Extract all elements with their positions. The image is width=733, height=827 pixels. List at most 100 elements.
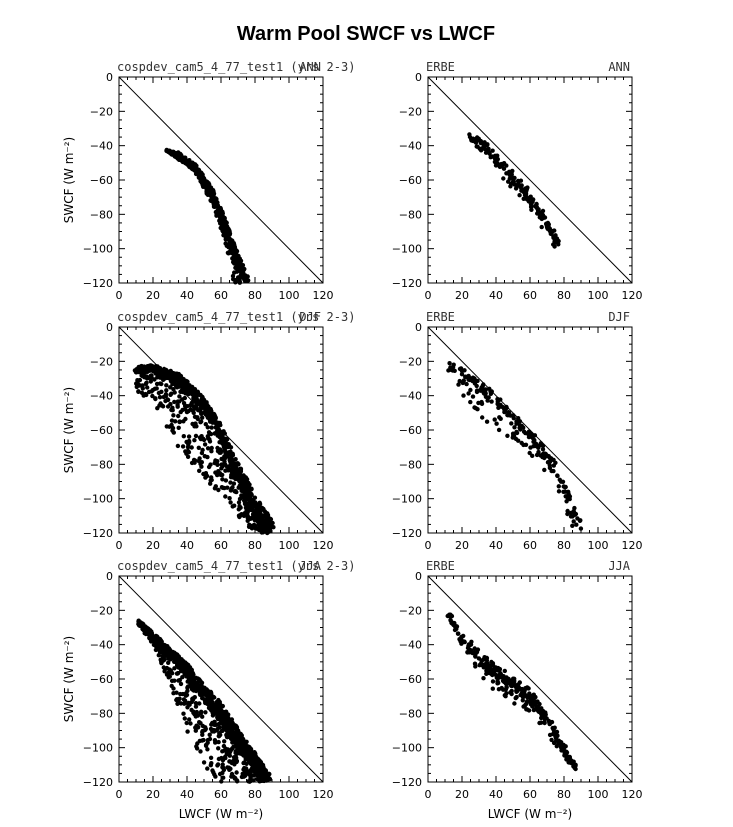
scatter-point	[535, 443, 540, 449]
scatter-points	[136, 618, 273, 784]
scatter-point	[516, 182, 521, 187]
y-tick-label: −80	[90, 707, 113, 720]
scatter-point	[161, 394, 166, 400]
scatter-point	[458, 639, 463, 644]
scatter-point	[222, 485, 227, 491]
scatter-point	[197, 738, 202, 744]
x-tick-label: 20	[146, 788, 160, 801]
scatter-point	[209, 475, 214, 480]
scatter-point	[172, 399, 177, 405]
scatter-point	[525, 185, 530, 190]
x-tick-label: 120	[313, 539, 334, 552]
y-tick-label: 0	[415, 71, 422, 84]
scatter-point	[478, 148, 484, 153]
scatter-point	[217, 731, 222, 736]
scatter-point	[235, 461, 240, 466]
scatter-point	[265, 512, 271, 518]
scatter-point	[467, 377, 473, 383]
scatter-point	[174, 671, 180, 676]
scatter-point	[143, 391, 148, 397]
y-tick-label: 0	[415, 321, 422, 334]
scatter-point	[145, 385, 150, 390]
panel-left-label: ERBE	[426, 559, 455, 573]
scatter-point	[568, 514, 574, 519]
x-tick-label: 120	[313, 289, 334, 302]
figure-title: Warm Pool SWCF vs LWCF	[237, 23, 495, 45]
scatter-point	[217, 206, 222, 211]
x-tick-label: 0	[425, 539, 432, 552]
scatter-point	[464, 381, 469, 387]
scatter-point	[556, 489, 562, 494]
scatter-point	[548, 458, 553, 464]
scatter-point	[136, 383, 141, 388]
scatter-point	[179, 668, 184, 674]
y-tick-label: −40	[399, 140, 422, 153]
y-tick-label: −100	[83, 493, 113, 506]
scatter-point	[132, 368, 138, 373]
scatter-point	[493, 159, 498, 164]
scatter-point	[192, 405, 197, 410]
scatter-point	[262, 771, 267, 776]
scatter-point	[472, 381, 478, 386]
scatter-point	[509, 421, 514, 426]
scatter-point	[176, 371, 181, 377]
y-tick-label: −80	[90, 458, 113, 471]
scatter-point	[205, 747, 210, 752]
scatter-point	[199, 709, 204, 714]
reference-line	[427, 76, 633, 284]
scatter-point	[495, 681, 500, 686]
scatter-point	[516, 416, 521, 421]
scatter-point	[517, 193, 522, 198]
scatter-point	[188, 684, 194, 689]
scatter-point	[157, 636, 163, 642]
scatter-point	[510, 168, 515, 174]
scatter-point	[456, 382, 461, 387]
scatter-point	[268, 516, 273, 522]
scatter-point	[183, 693, 189, 698]
scatter-point	[230, 241, 235, 246]
scatter-points	[446, 361, 584, 531]
scatter-point	[209, 425, 214, 430]
scatter-point	[192, 438, 197, 443]
scatter-point	[221, 719, 226, 724]
scatter-point	[473, 653, 478, 659]
panel-right-label: DJF	[608, 310, 630, 324]
scatter-point	[235, 275, 241, 280]
y-tick-label: −100	[392, 742, 422, 755]
scatter-point	[193, 701, 199, 706]
panel-left-label: cospdev_cam5_4_77_test1 (yrs 2-3)	[117, 310, 355, 324]
scatter-point	[220, 762, 225, 767]
scatter-point	[260, 521, 265, 526]
scatter-point	[462, 639, 467, 645]
scatter-point	[528, 445, 533, 450]
scatter-point	[215, 472, 220, 478]
panel-right-label: JJA	[299, 559, 321, 573]
scatter-point	[190, 676, 196, 681]
scatter-point	[231, 461, 237, 467]
scatter-point	[215, 203, 221, 208]
scatter-point	[468, 642, 474, 647]
scatter-point	[234, 466, 239, 471]
scatter-point	[231, 774, 236, 779]
scatter-point	[227, 724, 233, 730]
scatter-point	[493, 163, 499, 168]
scatter-point	[191, 410, 196, 415]
scatter-point	[193, 728, 198, 733]
scatter-point	[199, 460, 204, 465]
scatter-point	[168, 385, 173, 390]
scatter-point	[538, 711, 544, 716]
scatter-point	[260, 505, 265, 511]
scatter-point	[197, 701, 202, 706]
y-tick-label: −20	[399, 105, 422, 118]
scatter-point	[227, 753, 232, 758]
scatter-point	[553, 460, 558, 465]
scatter-point	[468, 399, 473, 405]
scatter-point	[190, 697, 196, 702]
scatter-point	[200, 691, 206, 697]
scatter-point	[481, 676, 486, 681]
scatter-point	[194, 424, 199, 429]
scatter-point	[468, 387, 473, 393]
scatter-point	[504, 171, 509, 176]
scatter-point	[479, 658, 485, 663]
scatter-point	[195, 391, 201, 396]
